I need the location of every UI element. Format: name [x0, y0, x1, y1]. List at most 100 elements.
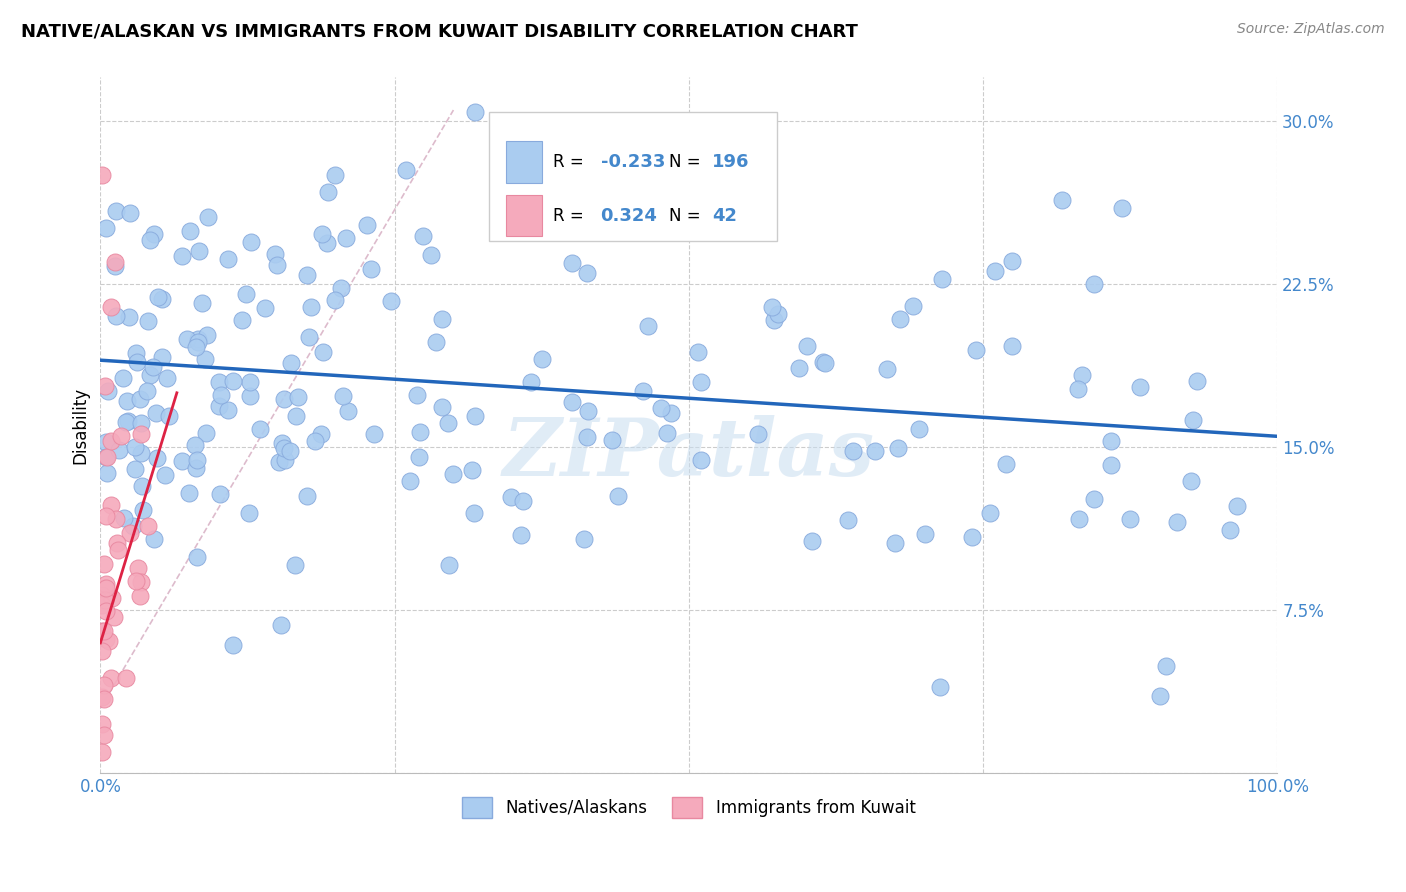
Point — [425, 335, 447, 350]
Point — [142, 359, 165, 374]
Point — [93, 582, 115, 596]
Point — [408, 450, 430, 465]
Point — [93, 692, 115, 706]
Point — [330, 281, 353, 295]
Point — [1226, 499, 1249, 513]
Point — [273, 441, 295, 455]
Point — [193, 351, 215, 366]
Point — [129, 392, 152, 407]
Point — [419, 248, 441, 262]
Point — [239, 375, 262, 389]
Point — [135, 384, 157, 398]
Point — [561, 256, 583, 270]
Point — [274, 452, 297, 467]
Point — [129, 574, 152, 589]
Text: ZIPatlas: ZIPatlas — [503, 415, 875, 492]
Point — [187, 334, 209, 349]
Point — [1099, 458, 1122, 472]
Point — [143, 532, 166, 546]
Text: NATIVE/ALASKAN VS IMMIGRANTS FROM KUWAIT DISABILITY CORRELATION CHART: NATIVE/ALASKAN VS IMMIGRANTS FROM KUWAIT… — [21, 22, 858, 40]
Point — [437, 416, 460, 430]
Point — [222, 638, 245, 652]
Point — [217, 252, 239, 267]
Point — [686, 344, 709, 359]
Text: -0.233: -0.233 — [600, 153, 665, 171]
Point — [1180, 474, 1202, 488]
Point — [124, 440, 146, 454]
Point — [267, 455, 290, 469]
Point — [1069, 512, 1091, 526]
Point — [995, 458, 1018, 472]
Point — [323, 168, 346, 182]
Point — [125, 355, 148, 369]
Point — [131, 478, 153, 492]
Point — [249, 422, 271, 436]
Point — [184, 461, 207, 475]
Point — [90, 169, 112, 183]
Point — [1185, 374, 1208, 388]
Point — [156, 371, 179, 385]
Point — [304, 434, 326, 449]
Text: R =: R = — [554, 207, 589, 225]
Point — [172, 454, 194, 468]
Point — [607, 489, 630, 503]
Point — [979, 506, 1001, 520]
Point — [837, 513, 859, 527]
Text: 196: 196 — [713, 153, 749, 171]
Point — [984, 264, 1007, 278]
Point — [108, 442, 131, 457]
Point — [399, 474, 422, 488]
Point — [239, 389, 262, 403]
Point — [96, 466, 118, 480]
Point — [153, 468, 176, 483]
Point — [94, 577, 117, 591]
Point — [1001, 339, 1024, 353]
Point — [197, 210, 219, 224]
Point — [796, 339, 818, 353]
Point — [208, 399, 231, 413]
Point — [136, 314, 159, 328]
Point — [266, 258, 288, 272]
Point — [766, 307, 789, 321]
Point — [575, 430, 598, 444]
Point — [311, 426, 333, 441]
Point — [287, 390, 309, 404]
Point — [876, 362, 898, 376]
Point — [1083, 277, 1105, 291]
Point — [1119, 512, 1142, 526]
Point — [121, 518, 143, 533]
Point — [271, 435, 294, 450]
Point — [512, 493, 534, 508]
Y-axis label: Disability: Disability — [72, 387, 89, 464]
Point — [464, 104, 486, 119]
Point — [94, 632, 117, 646]
Point — [520, 375, 543, 389]
Point — [209, 487, 232, 501]
Point — [94, 508, 117, 523]
Point — [960, 530, 983, 544]
Point — [689, 376, 711, 390]
Point — [430, 311, 453, 326]
Point — [184, 438, 207, 452]
Point — [406, 388, 429, 402]
Point — [295, 268, 318, 283]
Point — [441, 467, 464, 481]
Point — [253, 301, 276, 315]
Point — [278, 444, 301, 458]
Point — [842, 443, 865, 458]
Point — [863, 443, 886, 458]
Point — [1129, 380, 1152, 394]
Point — [115, 671, 138, 685]
Point — [1111, 201, 1133, 215]
Point — [901, 299, 924, 313]
Point — [240, 235, 263, 249]
Point — [883, 536, 905, 550]
Point — [115, 393, 138, 408]
Point — [311, 227, 333, 241]
Point — [561, 394, 583, 409]
Point — [139, 233, 162, 247]
Point — [273, 392, 295, 406]
Point — [117, 414, 139, 428]
Point — [360, 262, 382, 277]
Point — [190, 295, 212, 310]
